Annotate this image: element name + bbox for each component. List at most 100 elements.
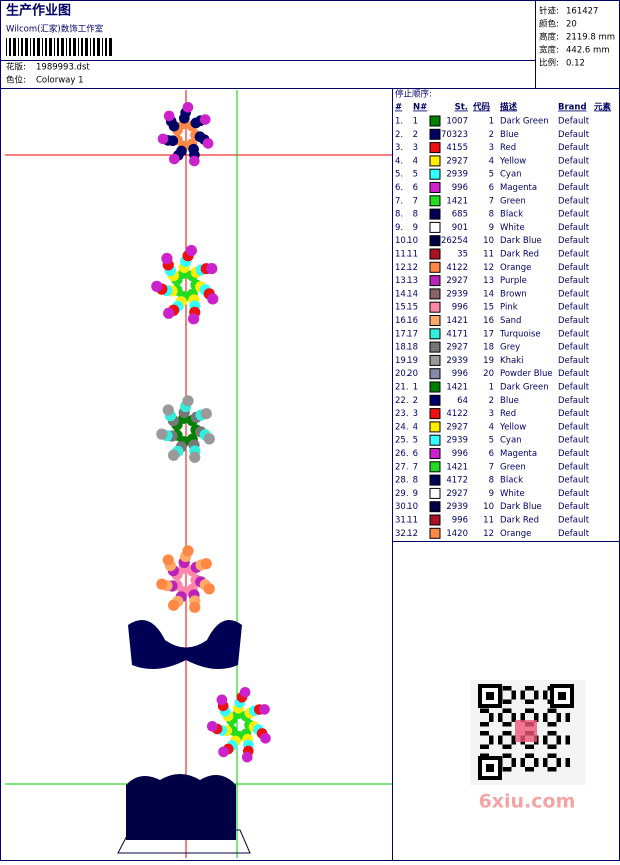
color-swatch (429, 461, 441, 473)
qr-cell (480, 753, 485, 758)
qr-cell (556, 758, 561, 763)
cell: Sand (500, 316, 521, 326)
qr-cell (511, 690, 516, 695)
cell: 4. (395, 156, 403, 166)
cell: 1421 (446, 383, 468, 393)
qr-cell (507, 731, 512, 736)
cell: 7 (489, 196, 494, 206)
motif-part (182, 395, 194, 407)
qr-cell (552, 767, 557, 772)
cell: 10 (483, 502, 494, 512)
color-swatch (429, 248, 441, 260)
cell: 2939 (446, 289, 468, 299)
cell: 10 (483, 236, 494, 246)
qr-cell (543, 762, 548, 767)
cell: Powder Blue (500, 369, 553, 379)
cell: 17 (483, 329, 494, 339)
cell: 3. (395, 143, 403, 153)
cell: Orange (500, 529, 531, 539)
qr-cell (534, 740, 539, 745)
studio: Wilcom(汇家)数饰工作室 (6, 24, 104, 35)
qr-cell (565, 758, 570, 763)
qr-cell (543, 690, 548, 695)
cell: 64 (457, 396, 468, 406)
cell: 31. (395, 516, 409, 526)
column-header: 描述 (500, 102, 518, 113)
cell: 4 (413, 422, 418, 432)
cell: 6 (489, 449, 494, 459)
qr-cell (520, 713, 525, 718)
bar (57, 38, 59, 56)
cell: Default (558, 236, 590, 246)
cell: 16. (395, 316, 409, 326)
cell: 15 (407, 303, 418, 313)
cell: Default (558, 183, 590, 193)
qr-cell (543, 713, 548, 718)
qr-cell (565, 735, 570, 740)
cell: 1. (395, 117, 403, 127)
qr-cell (484, 708, 489, 713)
cell: Default (558, 502, 590, 512)
cell: 2. (395, 130, 403, 140)
cell: 24. (395, 422, 409, 432)
bar (81, 38, 83, 56)
stat-value: 20 (566, 20, 577, 30)
qr-cell (543, 735, 548, 740)
qr-cell (511, 713, 516, 718)
cell: Dark Red (500, 250, 539, 260)
motif-part (259, 704, 270, 715)
cell: 18 (483, 343, 494, 353)
qr-cell (556, 762, 561, 767)
cell: Default (558, 130, 590, 140)
cell: Default (558, 170, 590, 180)
bar (42, 38, 43, 56)
qr-cell (520, 740, 525, 745)
qr-cell (502, 686, 507, 691)
bar (9, 38, 11, 56)
cell: 6 (413, 449, 418, 459)
color-swatch (429, 235, 441, 247)
motif-part (126, 774, 236, 840)
motif-part (216, 694, 228, 706)
qr-cell (511, 735, 516, 740)
cell: 9 (413, 489, 418, 499)
motif-part (260, 732, 271, 744)
cell: 12 (407, 263, 418, 273)
qr-cell (484, 753, 489, 758)
motif-part (206, 720, 218, 732)
cell: Pink (500, 303, 518, 313)
qr-cell (552, 722, 557, 727)
bar (97, 38, 100, 56)
cell: 12 (483, 263, 494, 273)
cell: 7 (413, 462, 418, 472)
cell: 8. (395, 210, 403, 220)
motif-part (207, 293, 219, 305)
cell: 996 (452, 369, 468, 379)
color-swatch (429, 142, 441, 154)
color-swatch (429, 155, 441, 167)
cell: Red (500, 143, 516, 153)
bar (93, 38, 95, 56)
qr-cell (547, 731, 552, 736)
cell: 5 (489, 170, 494, 180)
qr-cell (556, 735, 561, 740)
bar (45, 38, 47, 56)
color-swatch (429, 434, 441, 446)
color-swatch (429, 168, 441, 180)
cell: 4122 (446, 263, 468, 273)
design-preview (5, 90, 392, 858)
qr-cell (507, 753, 512, 758)
cell: 18. (395, 343, 409, 353)
cell: 6. (395, 183, 403, 193)
cell: Default (558, 343, 590, 353)
cell: 4172 (446, 476, 468, 486)
cell: 2927 (446, 489, 468, 499)
motif-part (203, 433, 215, 445)
qr-cell (511, 717, 516, 722)
qr-cell (502, 744, 507, 749)
motif-part (163, 110, 175, 122)
cell: 8 (413, 476, 418, 486)
cell: Default (558, 476, 590, 486)
cell: 996 (452, 183, 468, 193)
bar (18, 38, 19, 56)
